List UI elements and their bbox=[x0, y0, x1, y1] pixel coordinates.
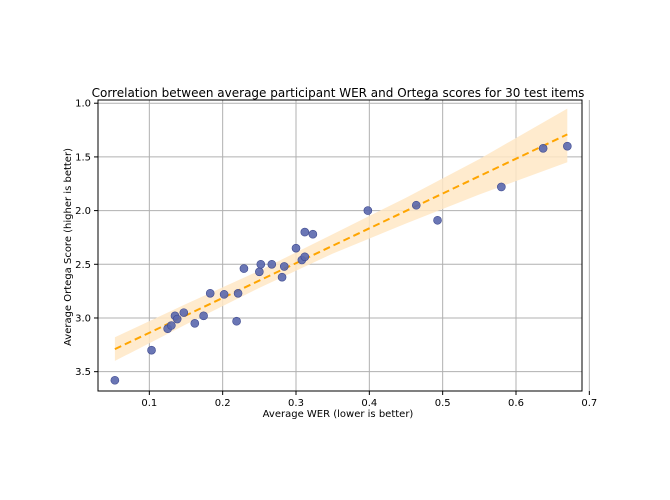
y-tick-label: 2.5 bbox=[75, 260, 91, 271]
data-point bbox=[219, 290, 229, 299]
ticks-layer: 0.1 0.2 0.3 0.4 0.5 0.6 0.7 1.0 1.5 2.0 2.5 3.0 3.5 bbox=[75, 99, 597, 409]
regression-line bbox=[114, 133, 568, 351]
y-tick-label: 3.5 bbox=[75, 367, 91, 378]
data-point bbox=[179, 308, 189, 317]
chart-title: Correlation between average participant … bbox=[92, 86, 585, 100]
data-point bbox=[563, 141, 572, 151]
x-tick-label: 0.5 bbox=[435, 398, 451, 409]
data-point bbox=[110, 375, 120, 385]
confidence-band-layer bbox=[114, 108, 568, 361]
points-layer bbox=[110, 141, 572, 385]
data-point bbox=[363, 206, 373, 215]
data-point bbox=[433, 215, 442, 225]
data-point bbox=[497, 182, 506, 192]
x-tick-label: 0.3 bbox=[288, 398, 304, 409]
data-point bbox=[267, 259, 277, 269]
data-point bbox=[538, 144, 548, 153]
regression-line-layer bbox=[114, 133, 568, 351]
y-tick-label: 1.5 bbox=[75, 152, 91, 163]
x-tick-label: 0.4 bbox=[361, 398, 377, 409]
data-point bbox=[308, 229, 318, 239]
data-point bbox=[239, 264, 249, 273]
x-tick-label: 0.6 bbox=[508, 398, 524, 409]
data-point bbox=[300, 252, 310, 262]
data-point bbox=[190, 319, 200, 328]
confidence-band bbox=[114, 108, 568, 361]
data-point bbox=[205, 288, 215, 298]
data-point bbox=[411, 200, 421, 210]
data-point bbox=[279, 262, 289, 271]
data-point bbox=[291, 243, 301, 253]
data-point bbox=[167, 321, 176, 330]
plot-frame bbox=[97, 99, 583, 392]
x-tick-label: 0.2 bbox=[215, 398, 231, 409]
data-point bbox=[147, 345, 156, 355]
data-point bbox=[233, 288, 243, 298]
data-point bbox=[256, 259, 266, 269]
data-point bbox=[199, 311, 208, 321]
y-tick-label: 3.0 bbox=[75, 313, 91, 324]
y-tick-label: 2.0 bbox=[75, 206, 91, 217]
x-axis-label: Average WER (lower is better) bbox=[263, 409, 414, 420]
x-tick-label: 0.1 bbox=[141, 398, 157, 409]
data-point bbox=[255, 267, 264, 277]
data-point bbox=[232, 316, 241, 326]
y-tick-label: 1.0 bbox=[75, 99, 91, 110]
data-point bbox=[277, 272, 287, 282]
data-point bbox=[300, 227, 310, 237]
data-point bbox=[172, 314, 182, 324]
y-axis-label: Average Ortega Score (higher is better) bbox=[63, 148, 74, 346]
x-tick-label: 0.7 bbox=[581, 398, 597, 409]
